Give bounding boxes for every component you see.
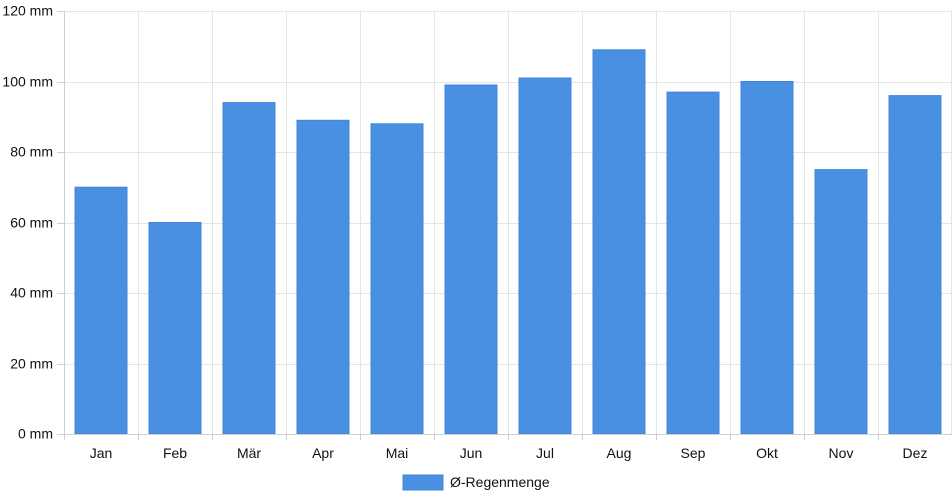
x-tick-label: Jan [90,445,113,461]
bar-aug[interactable] [592,49,646,435]
bar-series [74,49,942,435]
x-tick-label: Nov [829,445,854,461]
bar-jul[interactable] [518,77,572,435]
x-tick-label: Jun [460,445,483,461]
legend-swatch [402,474,444,491]
x-tick-label: Mär [237,445,261,461]
y-axis-tick-labels: 0 mm 20 mm 40 mm 60 mm 80 mm 100 mm 120 mm [2,3,53,442]
y-tick-label: 80 mm [10,144,53,160]
bar-jan[interactable] [74,186,128,435]
y-tick-label: 0 mm [18,426,53,442]
x-tick-label: Feb [163,445,187,461]
y-tick-label: 120 mm [2,3,53,19]
axes [57,11,952,440]
legend[interactable]: Ø-Regenmenge [402,474,550,491]
bar-mai[interactable] [370,123,424,435]
x-tick-label: Okt [756,445,778,461]
y-tick-label: 100 mm [2,74,53,90]
x-tick-label: Sep [681,445,706,461]
bar-mär[interactable] [222,102,276,435]
bar-sep[interactable] [666,91,720,435]
y-tick-label: 60 mm [10,215,53,231]
bar-nov[interactable] [814,169,868,435]
y-tick-label: 40 mm [10,285,53,301]
bar-jun[interactable] [444,84,498,435]
x-axis-tick-labels: Jan Feb Mär Apr Mai Jun Jul Aug Sep Okt Nov Dez [90,445,928,461]
bar-okt[interactable] [740,81,794,435]
x-tick-label: Apr [312,445,334,461]
y-tick-label: 20 mm [10,356,53,372]
x-tick-label: Aug [607,445,632,461]
legend-label: Ø-Regenmenge [450,474,550,490]
bar-feb[interactable] [148,222,202,435]
x-tick-label: Dez [903,445,928,461]
x-tick-label: Mai [386,445,409,461]
bar-apr[interactable] [296,119,350,435]
x-tick-label: Jul [536,445,554,461]
bar-dez[interactable] [888,95,942,435]
